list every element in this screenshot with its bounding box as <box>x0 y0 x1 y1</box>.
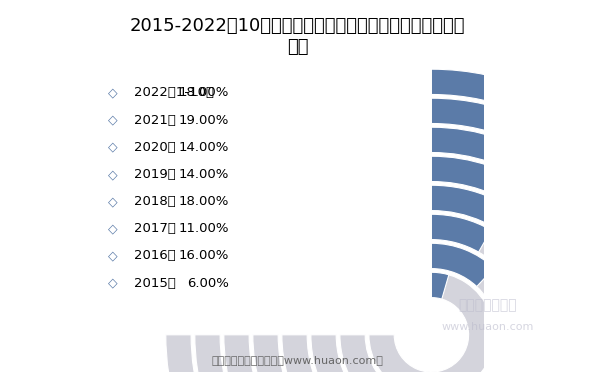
Wedge shape <box>253 156 595 372</box>
Text: 2022年1-10月: 2022年1-10月 <box>134 87 214 99</box>
Text: 6.00%: 6.00% <box>187 277 229 289</box>
Wedge shape <box>340 243 523 372</box>
Wedge shape <box>166 69 595 372</box>
Wedge shape <box>195 98 595 372</box>
Text: 2017年: 2017年 <box>134 222 176 235</box>
Text: ◇: ◇ <box>108 87 118 99</box>
Text: 2015年: 2015年 <box>134 277 176 289</box>
Text: ◇: ◇ <box>108 114 118 126</box>
Text: 制图：华经产业研究院（www.huaon.com）: 制图：华经产业研究院（www.huaon.com） <box>212 355 383 365</box>
Text: www.huaon.com: www.huaon.com <box>441 323 534 332</box>
Text: ◇: ◇ <box>108 222 118 235</box>
Text: ◇: ◇ <box>108 195 118 208</box>
Text: 18.00%: 18.00% <box>178 195 229 208</box>
Wedge shape <box>431 272 449 299</box>
Text: 14.00%: 14.00% <box>178 141 229 154</box>
Wedge shape <box>431 243 494 286</box>
Text: 2021年: 2021年 <box>134 114 176 126</box>
Text: ◇: ◇ <box>108 168 118 181</box>
Wedge shape <box>431 185 544 253</box>
Wedge shape <box>431 156 541 214</box>
Text: ◇: ◇ <box>108 250 118 262</box>
Text: ◇: ◇ <box>108 141 118 154</box>
Wedge shape <box>431 98 595 203</box>
Wedge shape <box>431 214 491 252</box>
Text: 2015-2022年10月郑州商品交易所期货成交金额占全国市场
比重: 2015-2022年10月郑州商品交易所期货成交金额占全国市场 比重 <box>130 17 465 55</box>
Text: 18.00%: 18.00% <box>178 87 229 99</box>
Wedge shape <box>431 69 595 176</box>
Wedge shape <box>369 272 494 372</box>
Wedge shape <box>224 127 595 372</box>
Text: 11.00%: 11.00% <box>178 222 229 235</box>
Text: 2016年: 2016年 <box>134 250 176 262</box>
Wedge shape <box>311 214 552 372</box>
Text: 14.00%: 14.00% <box>178 168 229 181</box>
Text: 2018年: 2018年 <box>134 195 176 208</box>
Wedge shape <box>431 127 559 191</box>
Wedge shape <box>282 185 581 372</box>
Text: 华经产业研究院: 华经产业研究院 <box>459 298 517 312</box>
Text: 2020年: 2020年 <box>134 141 176 154</box>
Text: 19.00%: 19.00% <box>178 114 229 126</box>
Text: 2019年: 2019年 <box>134 168 176 181</box>
Text: 16.00%: 16.00% <box>178 250 229 262</box>
Text: ◇: ◇ <box>108 277 118 289</box>
